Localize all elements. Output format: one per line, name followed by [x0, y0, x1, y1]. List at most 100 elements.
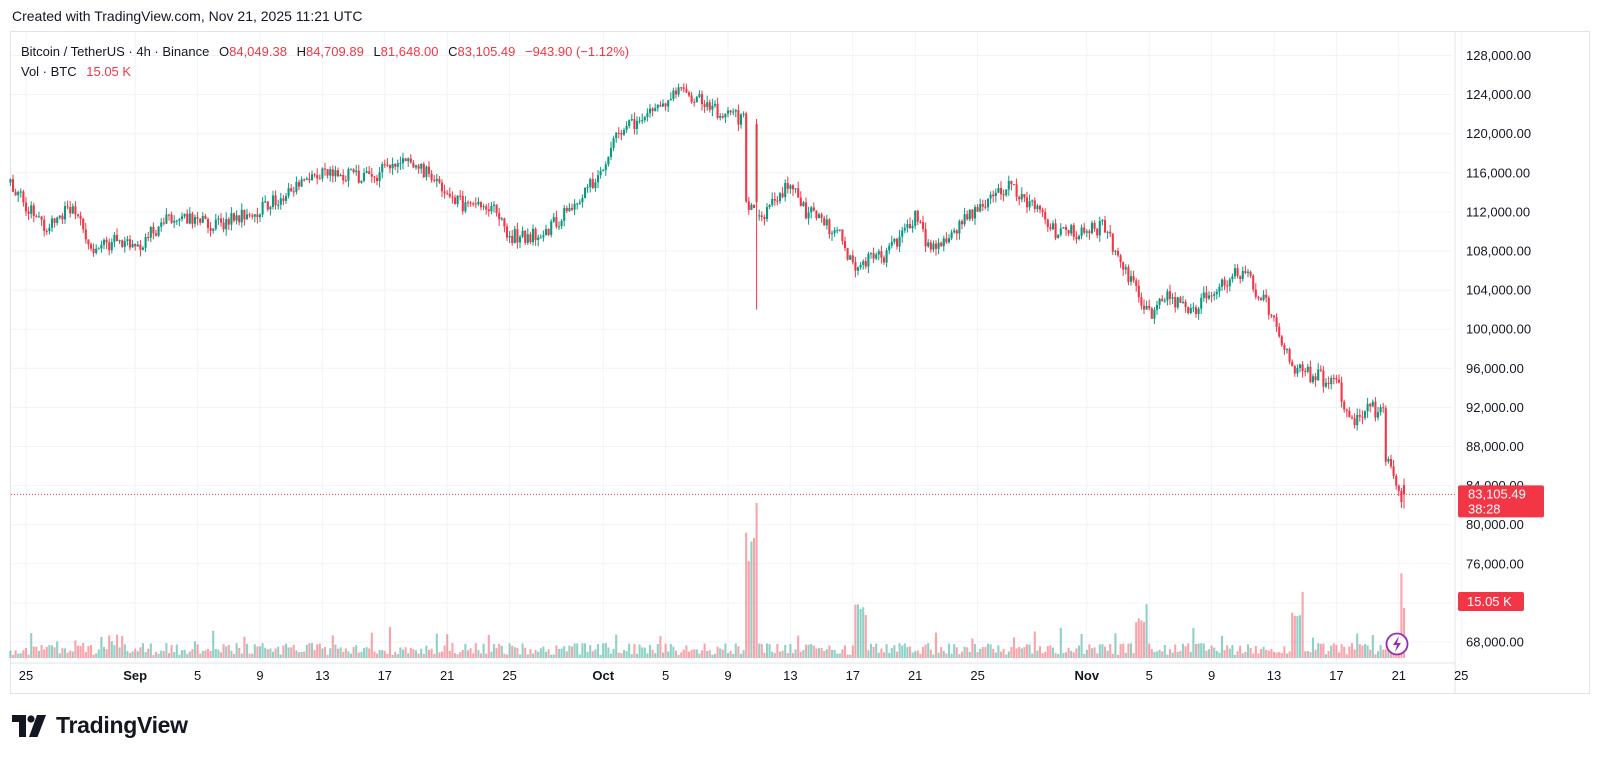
volume-bar: [1340, 644, 1343, 658]
volume-bar: [849, 654, 852, 658]
volume-bar: [851, 645, 854, 658]
candle-body: [261, 201, 264, 215]
candle-body: [69, 206, 72, 214]
volume-tag[interactable]: 15.05 K: [1458, 592, 1524, 611]
volume-bar: [440, 651, 444, 658]
candle-body: [747, 201, 750, 210]
candle-body: [1070, 225, 1073, 234]
volume-bar: [1353, 649, 1356, 658]
legend-volume-row: Vol · BTC 15.05 K: [21, 62, 629, 82]
volume-bar: [700, 650, 704, 658]
candle-body: [929, 242, 932, 250]
volume-bar: [1176, 652, 1179, 658]
candle-body: [690, 95, 693, 103]
candle-body: [1054, 223, 1057, 239]
candle-body: [1012, 184, 1016, 186]
volume-bars: [9, 503, 1406, 658]
volume-bar: [615, 634, 618, 658]
candle-body: [1038, 205, 1042, 210]
high-label: H: [296, 44, 306, 59]
candle-body: [643, 116, 646, 121]
candle-body: [407, 158, 410, 162]
volume-bar: [456, 654, 459, 658]
candle-body: [685, 88, 688, 93]
volume-bar: [485, 653, 488, 658]
candle-body: [271, 195, 275, 208]
volume-bar: [927, 643, 930, 658]
price-tick-label: 92,000.00: [1466, 400, 1524, 415]
volume-bar: [433, 653, 436, 658]
candle-body: [178, 219, 181, 221]
volume-bar: [118, 647, 121, 658]
volume-bar: [729, 650, 732, 658]
time-tick-label: Oct: [592, 668, 614, 683]
time-axis[interactable]: 25 Sep 5 9 13 17 21 25 Oct 5 9 13 17 21 25 Nov 5 9 13 17 21 2…: [19, 668, 1469, 683]
open-label: O: [218, 44, 230, 59]
candle-body: [227, 219, 230, 225]
volume-bar: [360, 651, 363, 658]
volume-bar: [407, 653, 410, 658]
candle-body: [368, 171, 371, 175]
price-tick-label: 68,000.00: [1466, 635, 1524, 650]
volume-bar: [412, 649, 415, 658]
volume-bar: [581, 643, 584, 658]
candle-body: [1015, 184, 1018, 197]
volume-bar: [381, 650, 384, 658]
candle-body: [87, 239, 90, 245]
time-tick-label: 25: [1454, 668, 1468, 683]
price-axis[interactable]: 68,000.0072,000.0076,000.0080,000.0084,0…: [1466, 48, 1531, 650]
candle-body: [594, 182, 597, 189]
volume-bar: [1200, 643, 1203, 658]
volume-bar: [669, 643, 672, 658]
volume-bar: [1324, 654, 1328, 658]
candle-body: [851, 255, 854, 263]
candle-body: [186, 213, 189, 224]
volume-bar: [9, 650, 12, 658]
volume-bar: [1085, 649, 1088, 658]
candle-body: [555, 217, 558, 227]
volume-bar: [825, 649, 828, 658]
volume-bar: [1083, 653, 1086, 658]
volume-bar: [50, 645, 54, 658]
volume-bar: [160, 650, 163, 658]
candle-body: [1218, 286, 1221, 292]
candle-body: [1049, 227, 1052, 230]
candle-body: [1262, 294, 1265, 300]
lightning-icon[interactable]: [1385, 632, 1409, 656]
candle-body: [123, 241, 126, 247]
candle-body: [563, 207, 566, 221]
candle-body: [121, 240, 124, 247]
volume-bar: [810, 644, 813, 658]
candle-body: [334, 170, 337, 177]
volume-label[interactable]: Vol · BTC: [21, 64, 77, 79]
volume-bar: [1124, 652, 1127, 658]
candle-body: [521, 230, 524, 237]
volume-bar: [1244, 651, 1247, 658]
volume-bar: [102, 646, 106, 658]
candle-body: [812, 207, 815, 211]
candle-body: [477, 201, 480, 205]
candle-body: [1213, 294, 1216, 296]
candle-body: [1116, 250, 1120, 256]
symbol-title[interactable]: Bitcoin / TetherUS · 4h · Binance: [21, 44, 210, 59]
volume-bar: [698, 653, 701, 658]
candle-body: [118, 240, 121, 242]
tradingview-brand[interactable]: TradingView: [12, 712, 188, 739]
candle-body: [295, 181, 298, 192]
chart-frame[interactable]: [10, 31, 1590, 694]
volume-bar: [859, 608, 862, 658]
candle-body: [1330, 378, 1333, 385]
volume-bar: [498, 643, 501, 658]
volume-bar: [609, 653, 613, 658]
volume-bar: [539, 648, 542, 658]
candle-body: [342, 174, 345, 181]
volume-bar: [1283, 646, 1286, 658]
volume-bar: [1278, 652, 1281, 658]
last-price-value: 83,105.49: [1468, 486, 1526, 501]
volume-bar: [583, 643, 587, 658]
volume-bar: [1275, 652, 1278, 658]
volume-bar: [147, 648, 150, 658]
candle-body: [482, 206, 485, 208]
